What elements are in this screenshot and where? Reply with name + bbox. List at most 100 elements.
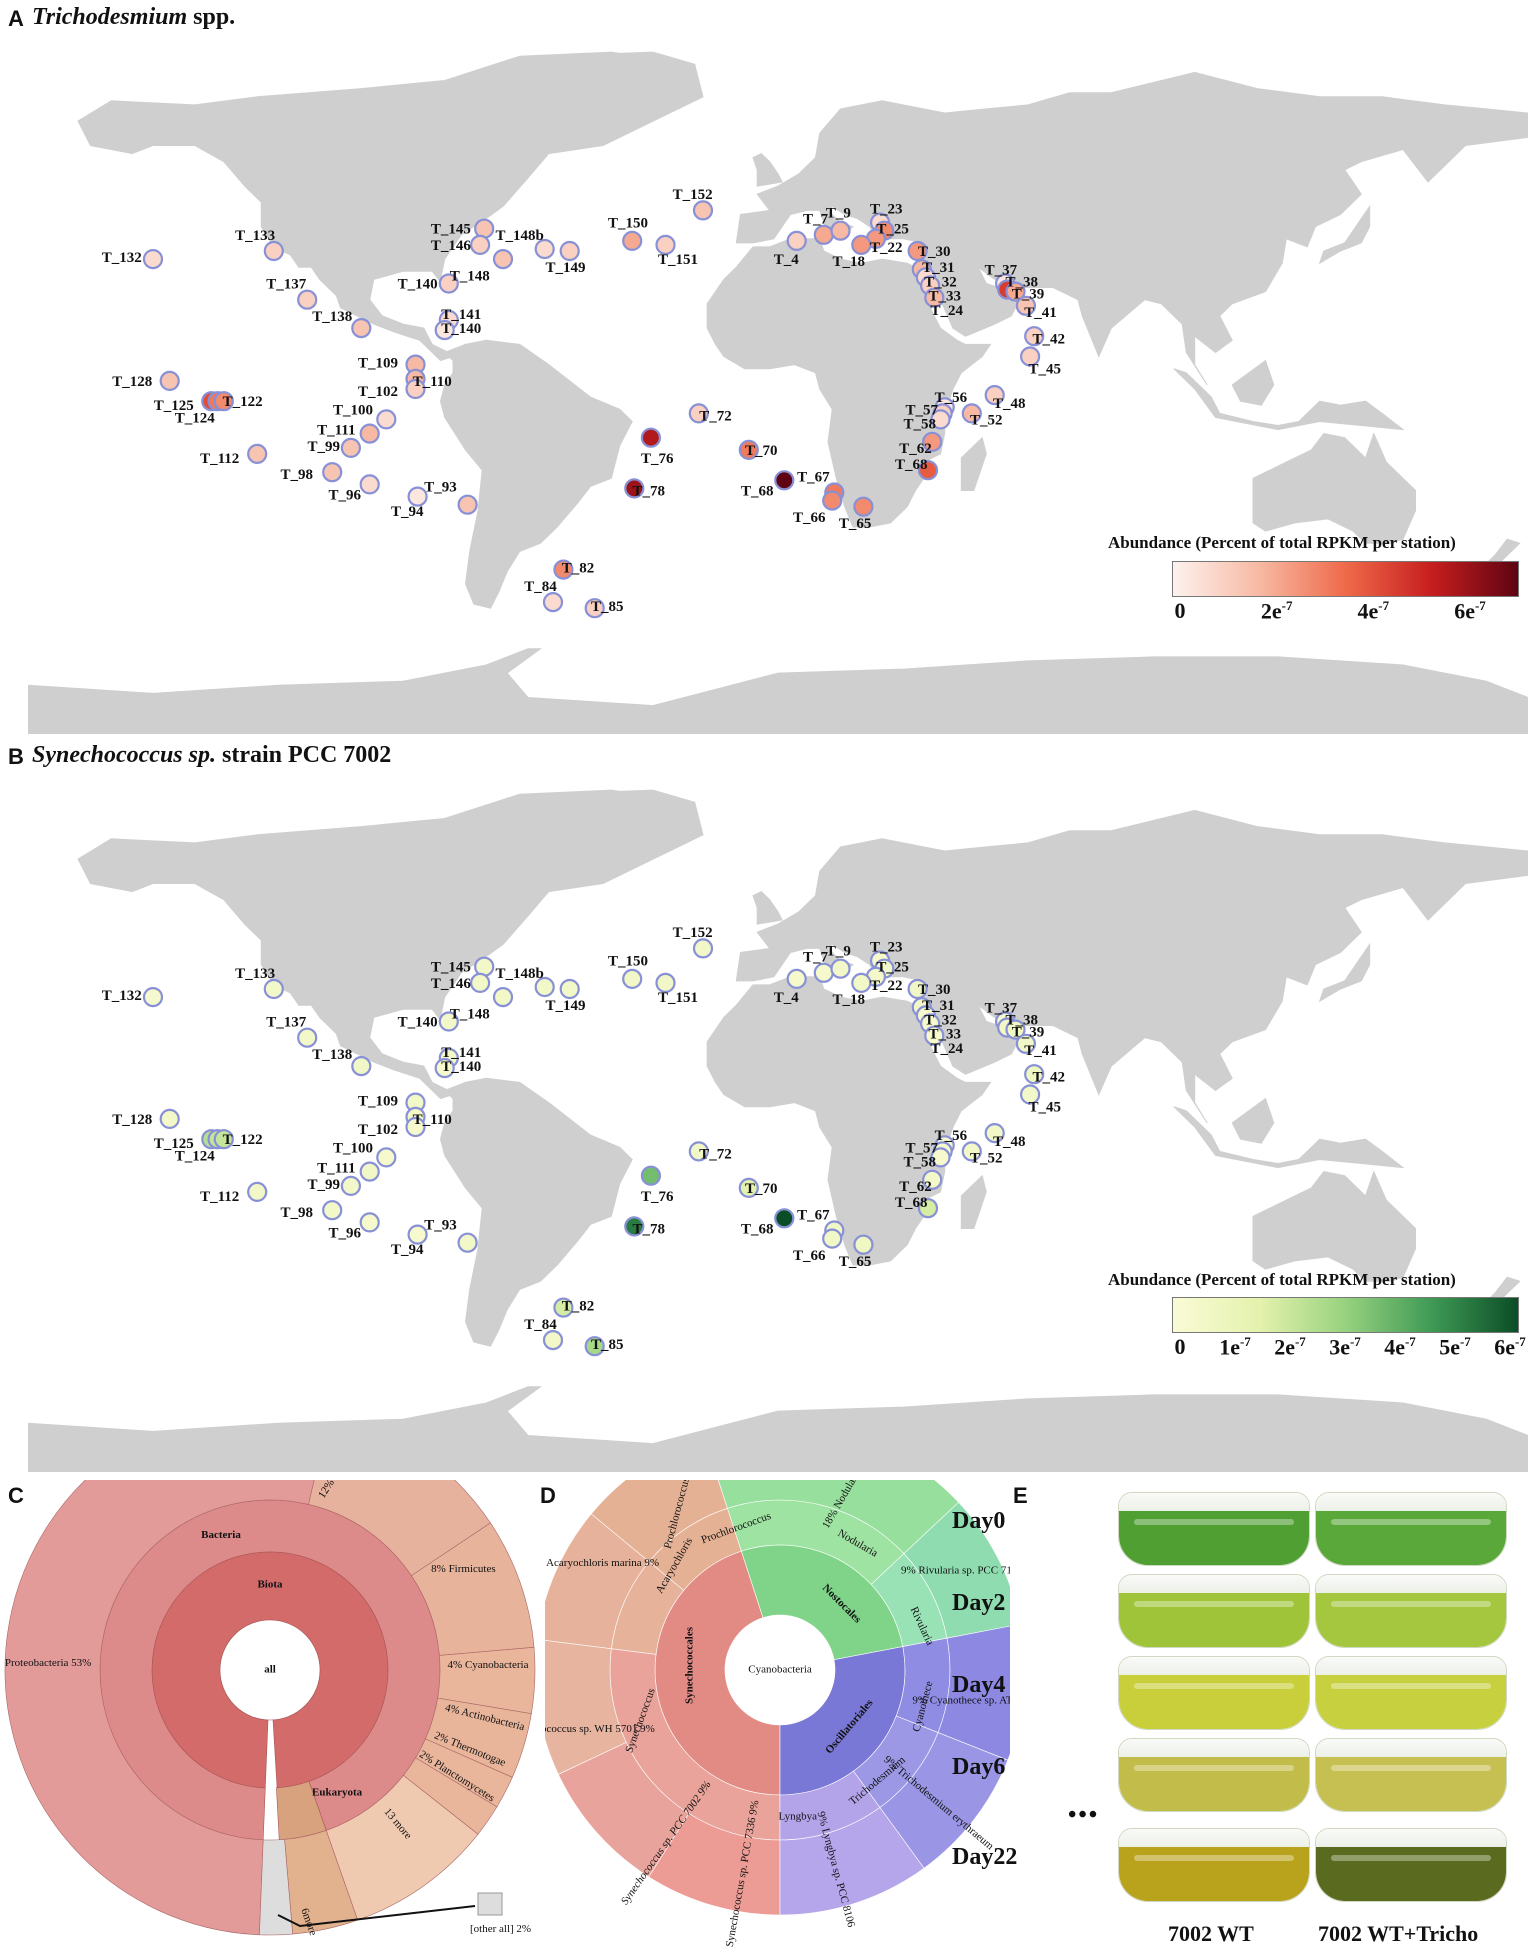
station-marker-T_122[interactable] bbox=[213, 1129, 234, 1150]
station-marker-T_68[interactable] bbox=[774, 1208, 795, 1229]
species-segment[interactable] bbox=[779, 1807, 925, 1916]
station-marker-T_99[interactable] bbox=[340, 437, 361, 458]
station-marker-T_65[interactable] bbox=[853, 496, 874, 517]
station-marker-T_99[interactable] bbox=[340, 1175, 361, 1196]
station-marker-T_132[interactable] bbox=[142, 987, 164, 1008]
station-marker-T_93[interactable] bbox=[457, 1232, 478, 1253]
station-marker-T_94[interactable] bbox=[407, 486, 428, 507]
station-marker-T_152[interactable] bbox=[692, 938, 714, 959]
station-marker-T_140[interactable] bbox=[438, 273, 459, 294]
station-marker-T_102[interactable] bbox=[405, 1116, 426, 1138]
station-marker-T_76[interactable] bbox=[640, 427, 662, 448]
station-marker-T_30[interactable] bbox=[907, 978, 928, 1000]
station-marker-T_150[interactable] bbox=[622, 968, 643, 989]
station-marker-T_149[interactable] bbox=[559, 240, 580, 262]
station-marker-T_9[interactable] bbox=[830, 220, 851, 241]
segment-other[interactable] bbox=[259, 1839, 293, 1936]
station-marker-T_148[interactable] bbox=[492, 249, 514, 270]
station-marker-T_132[interactable] bbox=[142, 249, 164, 270]
station-marker-T_151[interactable] bbox=[655, 972, 676, 993]
station-marker-T_45[interactable] bbox=[1019, 1084, 1041, 1105]
station-marker-T_18[interactable] bbox=[851, 972, 872, 993]
station-marker-T_102[interactable] bbox=[405, 378, 426, 400]
station-marker-T_148[interactable] bbox=[492, 987, 514, 1008]
station-marker-T_112[interactable] bbox=[247, 443, 268, 464]
station-marker-T_85[interactable] bbox=[584, 598, 605, 619]
station-marker-T_66[interactable] bbox=[822, 1228, 843, 1249]
species-segment[interactable] bbox=[545, 1639, 627, 1775]
station-marker-T_58[interactable] bbox=[930, 409, 951, 430]
station-marker-T_48[interactable] bbox=[984, 385, 1005, 406]
species-segment[interactable] bbox=[590, 1480, 728, 1563]
station-marker-T_138[interactable] bbox=[351, 318, 372, 339]
station-marker-T_78[interactable] bbox=[624, 1216, 645, 1237]
station-marker-T_93[interactable] bbox=[457, 494, 478, 515]
station-marker-T_111[interactable] bbox=[359, 423, 380, 444]
station-marker-T_62[interactable] bbox=[922, 431, 943, 452]
station-marker-T_140b[interactable] bbox=[434, 320, 455, 341]
station-marker-T_133[interactable] bbox=[263, 240, 284, 262]
station-marker-T_140b[interactable] bbox=[434, 1058, 455, 1079]
station-marker-T_39[interactable] bbox=[1005, 281, 1026, 302]
station-marker-T_145[interactable] bbox=[474, 956, 495, 977]
station-marker-T_68b[interactable] bbox=[917, 1198, 939, 1219]
station-marker-T_65[interactable] bbox=[853, 1234, 874, 1255]
station-marker-T_145[interactable] bbox=[474, 218, 495, 239]
station-marker-T_82[interactable] bbox=[553, 559, 574, 580]
station-marker-T_152[interactable] bbox=[692, 200, 714, 221]
station-marker-T_137[interactable] bbox=[297, 289, 318, 310]
station-marker-T_151[interactable] bbox=[655, 234, 676, 255]
station-marker-T_148b[interactable] bbox=[534, 238, 555, 260]
station-marker-T_85[interactable] bbox=[584, 1336, 605, 1357]
station-marker-T_72[interactable] bbox=[688, 403, 709, 424]
station-marker-T_100[interactable] bbox=[376, 1147, 397, 1168]
station-marker-T_18[interactable] bbox=[851, 234, 872, 255]
station-marker-T_98[interactable] bbox=[322, 462, 343, 483]
station-marker-T_146[interactable] bbox=[470, 234, 491, 255]
station-marker-T_82[interactable] bbox=[553, 1297, 574, 1318]
station-marker-T_72[interactable] bbox=[688, 1141, 709, 1162]
station-marker-T_149[interactable] bbox=[559, 978, 580, 1000]
station-marker-T_42[interactable] bbox=[1024, 326, 1045, 347]
station-marker-T_4[interactable] bbox=[786, 968, 807, 989]
station-marker-T_78[interactable] bbox=[624, 478, 645, 499]
station-marker-T_52[interactable] bbox=[961, 403, 982, 424]
station-marker-T_70[interactable] bbox=[738, 439, 759, 460]
station-marker-T_137[interactable] bbox=[297, 1027, 318, 1048]
station-marker-T_84[interactable] bbox=[542, 591, 564, 613]
station-marker-T_7[interactable] bbox=[813, 224, 834, 245]
station-marker-T_68[interactable] bbox=[774, 470, 795, 491]
station-marker-T_62[interactable] bbox=[922, 1169, 943, 1190]
station-marker-T_68b[interactable] bbox=[917, 460, 939, 481]
station-marker-T_133[interactable] bbox=[263, 978, 284, 1000]
station-marker-T_122[interactable] bbox=[213, 391, 234, 412]
station-marker-T_148b[interactable] bbox=[534, 976, 555, 998]
station-marker-T_70[interactable] bbox=[738, 1177, 759, 1198]
station-marker-T_76[interactable] bbox=[640, 1165, 662, 1186]
station-marker-T_111[interactable] bbox=[359, 1161, 380, 1182]
station-marker-T_66[interactable] bbox=[822, 490, 843, 511]
station-marker-T_138[interactable] bbox=[351, 1056, 372, 1077]
station-marker-T_94[interactable] bbox=[407, 1224, 428, 1245]
station-marker-T_98[interactable] bbox=[322, 1200, 343, 1221]
station-marker-T_146[interactable] bbox=[470, 972, 491, 993]
station-marker-T_42[interactable] bbox=[1024, 1064, 1045, 1085]
station-marker-T_100[interactable] bbox=[376, 409, 397, 430]
station-marker-T_150[interactable] bbox=[622, 230, 643, 251]
station-marker-T_24[interactable] bbox=[924, 1025, 945, 1046]
station-marker-T_140[interactable] bbox=[438, 1011, 459, 1032]
station-marker-T_24[interactable] bbox=[924, 287, 945, 308]
station-marker-T_128[interactable] bbox=[159, 370, 180, 391]
station-marker-T_58[interactable] bbox=[930, 1147, 951, 1168]
station-marker-T_84[interactable] bbox=[542, 1329, 564, 1351]
station-marker-T_48[interactable] bbox=[984, 1123, 1005, 1144]
station-marker-T_96[interactable] bbox=[359, 1212, 380, 1233]
station-marker-T_45[interactable] bbox=[1019, 346, 1041, 367]
station-marker-T_128[interactable] bbox=[159, 1108, 180, 1129]
station-marker-T_112[interactable] bbox=[247, 1181, 268, 1202]
station-marker-T_39[interactable] bbox=[1005, 1019, 1026, 1040]
species-segment[interactable] bbox=[903, 1501, 1010, 1639]
station-marker-T_96[interactable] bbox=[359, 474, 380, 495]
station-marker-T_4[interactable] bbox=[786, 230, 807, 251]
station-marker-T_52[interactable] bbox=[961, 1141, 982, 1162]
